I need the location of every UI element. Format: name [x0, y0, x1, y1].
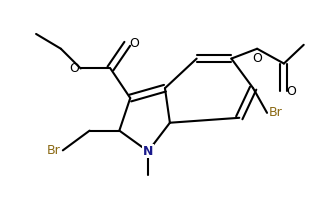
Text: N: N: [143, 145, 153, 158]
Text: O: O: [69, 62, 79, 75]
Text: O: O: [129, 37, 139, 50]
Text: Br: Br: [47, 144, 61, 157]
Text: O: O: [252, 52, 262, 65]
Text: Br: Br: [269, 106, 283, 119]
Text: O: O: [286, 85, 296, 98]
